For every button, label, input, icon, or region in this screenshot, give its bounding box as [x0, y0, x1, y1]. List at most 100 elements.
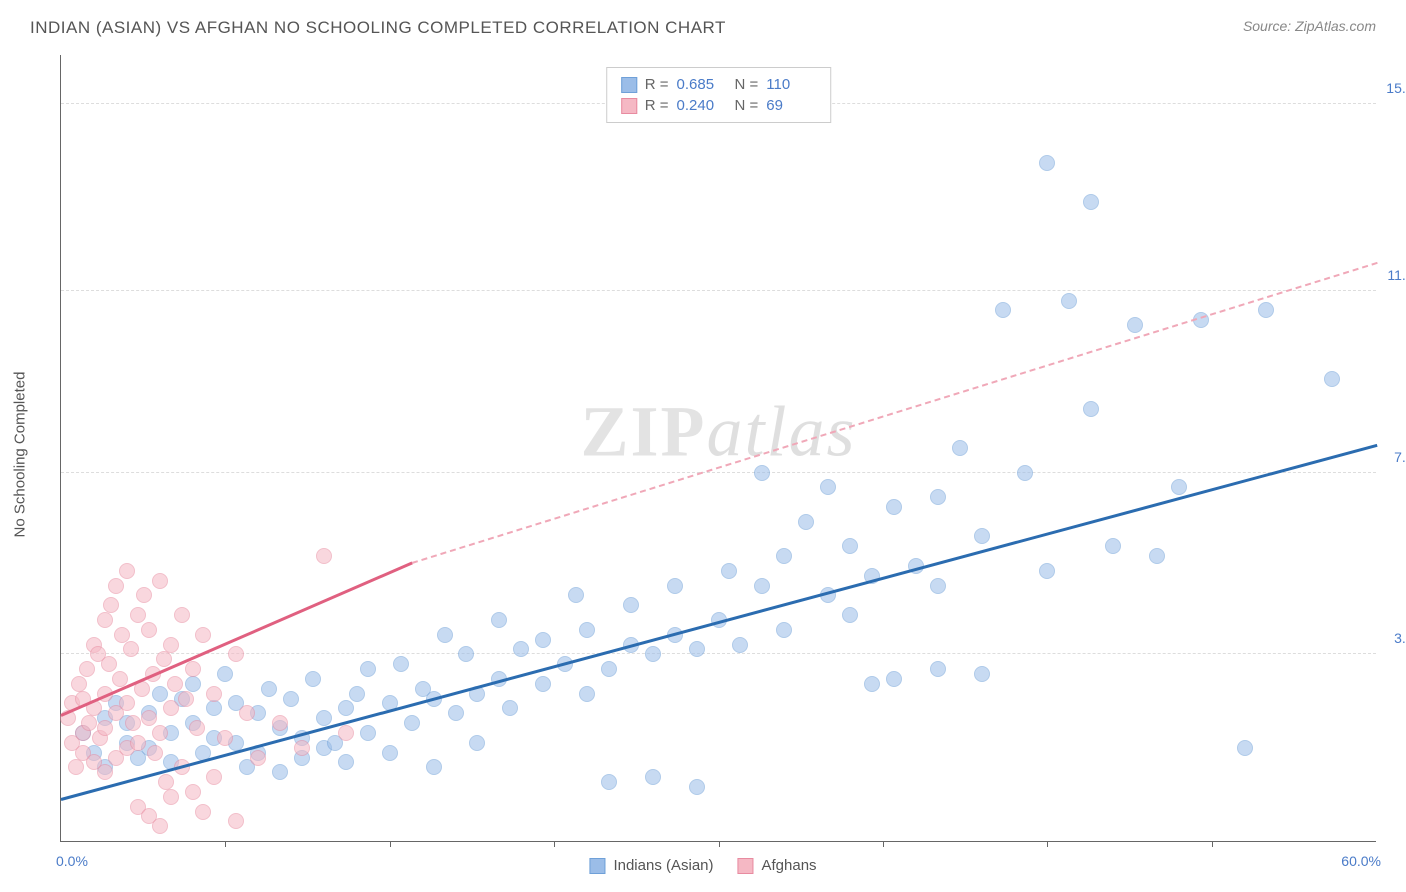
data-point [404, 715, 420, 731]
data-point [125, 715, 141, 731]
data-point [163, 700, 179, 716]
data-point [448, 705, 464, 721]
data-point [776, 548, 792, 564]
data-point [1039, 155, 1055, 171]
data-point [316, 548, 332, 564]
legend-swatch-pink [621, 98, 637, 114]
legend-label: Indians (Asian) [613, 857, 713, 874]
data-point [1039, 563, 1055, 579]
data-point [842, 607, 858, 623]
data-point [426, 759, 442, 775]
data-point [623, 597, 639, 613]
data-point [776, 622, 792, 638]
data-point [689, 779, 705, 795]
data-point [123, 641, 139, 657]
data-point [178, 691, 194, 707]
grid-line [61, 290, 1376, 291]
data-point [158, 774, 174, 790]
data-point [754, 465, 770, 481]
data-point [114, 627, 130, 643]
data-point [81, 715, 97, 731]
data-point [250, 750, 266, 766]
data-point [1171, 479, 1187, 495]
data-point [195, 804, 211, 820]
data-point [101, 656, 117, 672]
data-point [119, 695, 135, 711]
data-point [1017, 465, 1033, 481]
x-tick-mark [554, 841, 555, 847]
x-tick-label: 0.0% [56, 853, 88, 869]
data-point [645, 769, 661, 785]
data-point [305, 671, 321, 687]
data-point [1258, 302, 1274, 318]
data-point [103, 597, 119, 613]
data-point [195, 627, 211, 643]
data-point [886, 499, 902, 515]
legend-item: Afghans [738, 857, 817, 874]
trend-line [61, 444, 1378, 801]
x-tick-mark [225, 841, 226, 847]
data-point [667, 578, 683, 594]
data-point [174, 607, 190, 623]
data-point [119, 563, 135, 579]
data-point [79, 661, 95, 677]
legend-row-indians: R = 0.685 N = 110 [621, 74, 817, 95]
data-point [1061, 293, 1077, 309]
data-point [338, 700, 354, 716]
data-point [1127, 317, 1143, 333]
data-point [206, 686, 222, 702]
y-tick-label: 15.0% [1386, 80, 1406, 96]
data-point [952, 440, 968, 456]
source-attribution: Source: ZipAtlas.com [1243, 18, 1376, 34]
x-tick-mark [719, 841, 720, 847]
legend-item: Indians (Asian) [589, 857, 713, 874]
grid-line [61, 472, 1376, 473]
data-point [502, 700, 518, 716]
data-point [130, 607, 146, 623]
data-point [601, 661, 617, 677]
data-point [294, 740, 310, 756]
data-point [272, 715, 288, 731]
data-point [206, 769, 222, 785]
data-point [152, 818, 168, 834]
data-point [163, 637, 179, 653]
data-point [469, 735, 485, 751]
x-tick-mark [883, 841, 884, 847]
data-point [974, 666, 990, 682]
data-point [189, 720, 205, 736]
data-point [721, 563, 737, 579]
x-tick-label: 60.0% [1341, 853, 1381, 869]
data-point [206, 700, 222, 716]
y-axis-label: No Schooling Completed [12, 372, 29, 538]
data-point [152, 725, 168, 741]
data-point [261, 681, 277, 697]
data-point [798, 514, 814, 530]
legend-swatch [738, 858, 754, 874]
data-point [689, 641, 705, 657]
data-point [185, 661, 201, 677]
data-point [974, 528, 990, 544]
data-point [316, 710, 332, 726]
data-point [535, 676, 551, 692]
legend-swatch-blue [621, 77, 637, 93]
data-point [152, 686, 168, 702]
data-point [491, 612, 507, 628]
data-point [156, 651, 172, 667]
data-point [152, 573, 168, 589]
data-point [283, 691, 299, 707]
data-point [217, 666, 233, 682]
data-point [601, 774, 617, 790]
data-point [68, 759, 84, 775]
data-point [1083, 194, 1099, 210]
data-point [239, 705, 255, 721]
data-point [754, 578, 770, 594]
data-point [228, 646, 244, 662]
data-point [732, 637, 748, 653]
x-tick-mark [1047, 841, 1048, 847]
chart-title: INDIAN (ASIAN) VS AFGHAN NO SCHOOLING CO… [30, 18, 726, 38]
series-legend: Indians (Asian) Afghans [589, 857, 816, 874]
data-point [1237, 740, 1253, 756]
trend-line [412, 262, 1378, 564]
data-point [97, 764, 113, 780]
data-point [141, 622, 157, 638]
